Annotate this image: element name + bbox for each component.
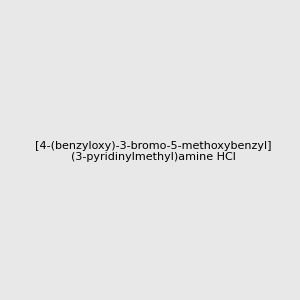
Text: [4-(benzyloxy)-3-bromo-5-methoxybenzyl]
(3-pyridinylmethyl)amine HCl: [4-(benzyloxy)-3-bromo-5-methoxybenzyl] …: [35, 141, 272, 162]
